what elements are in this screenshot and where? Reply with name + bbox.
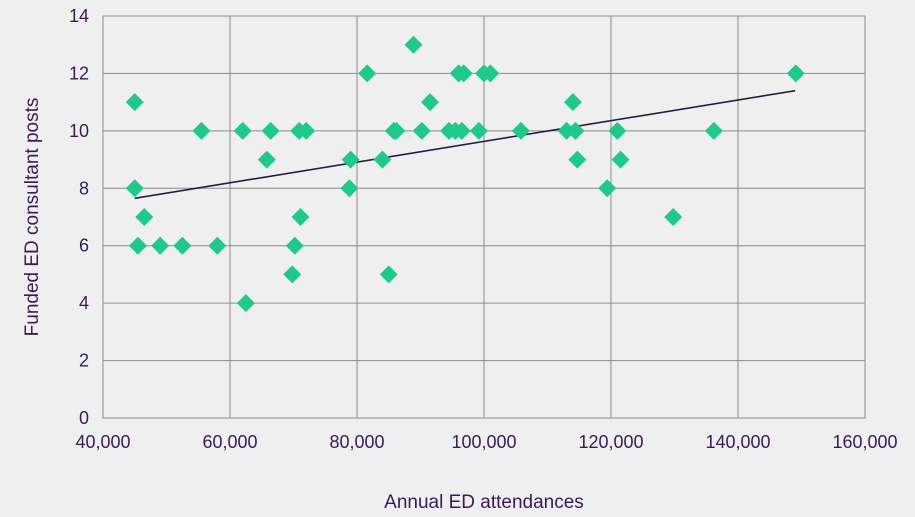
data-point bbox=[452, 121, 471, 140]
x-tick-label: 80,000 bbox=[329, 432, 384, 452]
data-point bbox=[135, 208, 154, 226]
x-tick-label: 160,000 bbox=[832, 432, 897, 452]
data-point bbox=[340, 179, 359, 198]
y-tick-label: 10 bbox=[69, 121, 89, 141]
data-point bbox=[257, 150, 276, 169]
data-point bbox=[236, 294, 255, 313]
y-tick-label: 6 bbox=[79, 236, 89, 256]
data-point bbox=[379, 265, 398, 284]
data-points bbox=[125, 35, 805, 313]
data-point bbox=[128, 236, 147, 255]
data-point bbox=[469, 121, 488, 140]
plot-area-border bbox=[102, 15, 866, 419]
data-point bbox=[125, 179, 144, 198]
x-tick-label: 60,000 bbox=[202, 432, 257, 452]
y-tick-label: 8 bbox=[79, 178, 89, 198]
data-point bbox=[373, 150, 392, 169]
data-point bbox=[511, 121, 530, 140]
x-axis-title: Annual ED attendances bbox=[384, 492, 584, 513]
y-tick-label: 4 bbox=[79, 293, 89, 313]
data-point bbox=[563, 93, 582, 112]
x-axis-tick-labels: 40,000 60,000 80,000 100,000 120,000 140,000 1… bbox=[75, 432, 897, 452]
data-point bbox=[611, 150, 630, 169]
x-tick-label: 100,000 bbox=[451, 432, 516, 452]
data-point bbox=[387, 121, 406, 140]
data-point bbox=[704, 121, 723, 140]
x-tick-label: 40,000 bbox=[75, 432, 130, 452]
data-point bbox=[192, 121, 211, 140]
data-point bbox=[412, 121, 431, 140]
data-point bbox=[283, 265, 302, 284]
y-tick-label: 0 bbox=[79, 408, 89, 428]
y-tick-label: 14 bbox=[69, 6, 89, 26]
data-point bbox=[233, 121, 252, 140]
data-point bbox=[341, 150, 360, 169]
y-axis-tick-labels: 0 2 4 6 8 10 12 14 bbox=[69, 6, 89, 428]
data-point bbox=[608, 121, 627, 140]
data-point bbox=[151, 236, 170, 255]
data-point bbox=[568, 150, 587, 169]
data-point bbox=[566, 121, 585, 140]
trendline-layer bbox=[134, 89, 796, 200]
data-point bbox=[358, 64, 377, 83]
data-point bbox=[481, 64, 500, 83]
data-point bbox=[125, 93, 144, 112]
data-point bbox=[421, 93, 440, 112]
data-point bbox=[786, 64, 805, 83]
y-tick-label: 12 bbox=[69, 63, 89, 83]
trendline bbox=[134, 89, 796, 200]
data-point bbox=[261, 121, 280, 140]
data-point bbox=[404, 35, 423, 54]
data-point bbox=[208, 236, 227, 255]
data-point bbox=[285, 236, 304, 255]
data-point bbox=[664, 208, 683, 226]
x-tick-label: 120,000 bbox=[578, 432, 643, 452]
y-axis-title: Funded ED consultant posts bbox=[22, 98, 43, 337]
data-point bbox=[173, 236, 192, 255]
data-point bbox=[291, 208, 310, 226]
y-tick-label: 2 bbox=[79, 351, 89, 371]
data-point bbox=[598, 179, 617, 198]
x-tick-label: 140,000 bbox=[705, 432, 770, 452]
data-point bbox=[297, 121, 316, 140]
data-point bbox=[454, 64, 473, 83]
